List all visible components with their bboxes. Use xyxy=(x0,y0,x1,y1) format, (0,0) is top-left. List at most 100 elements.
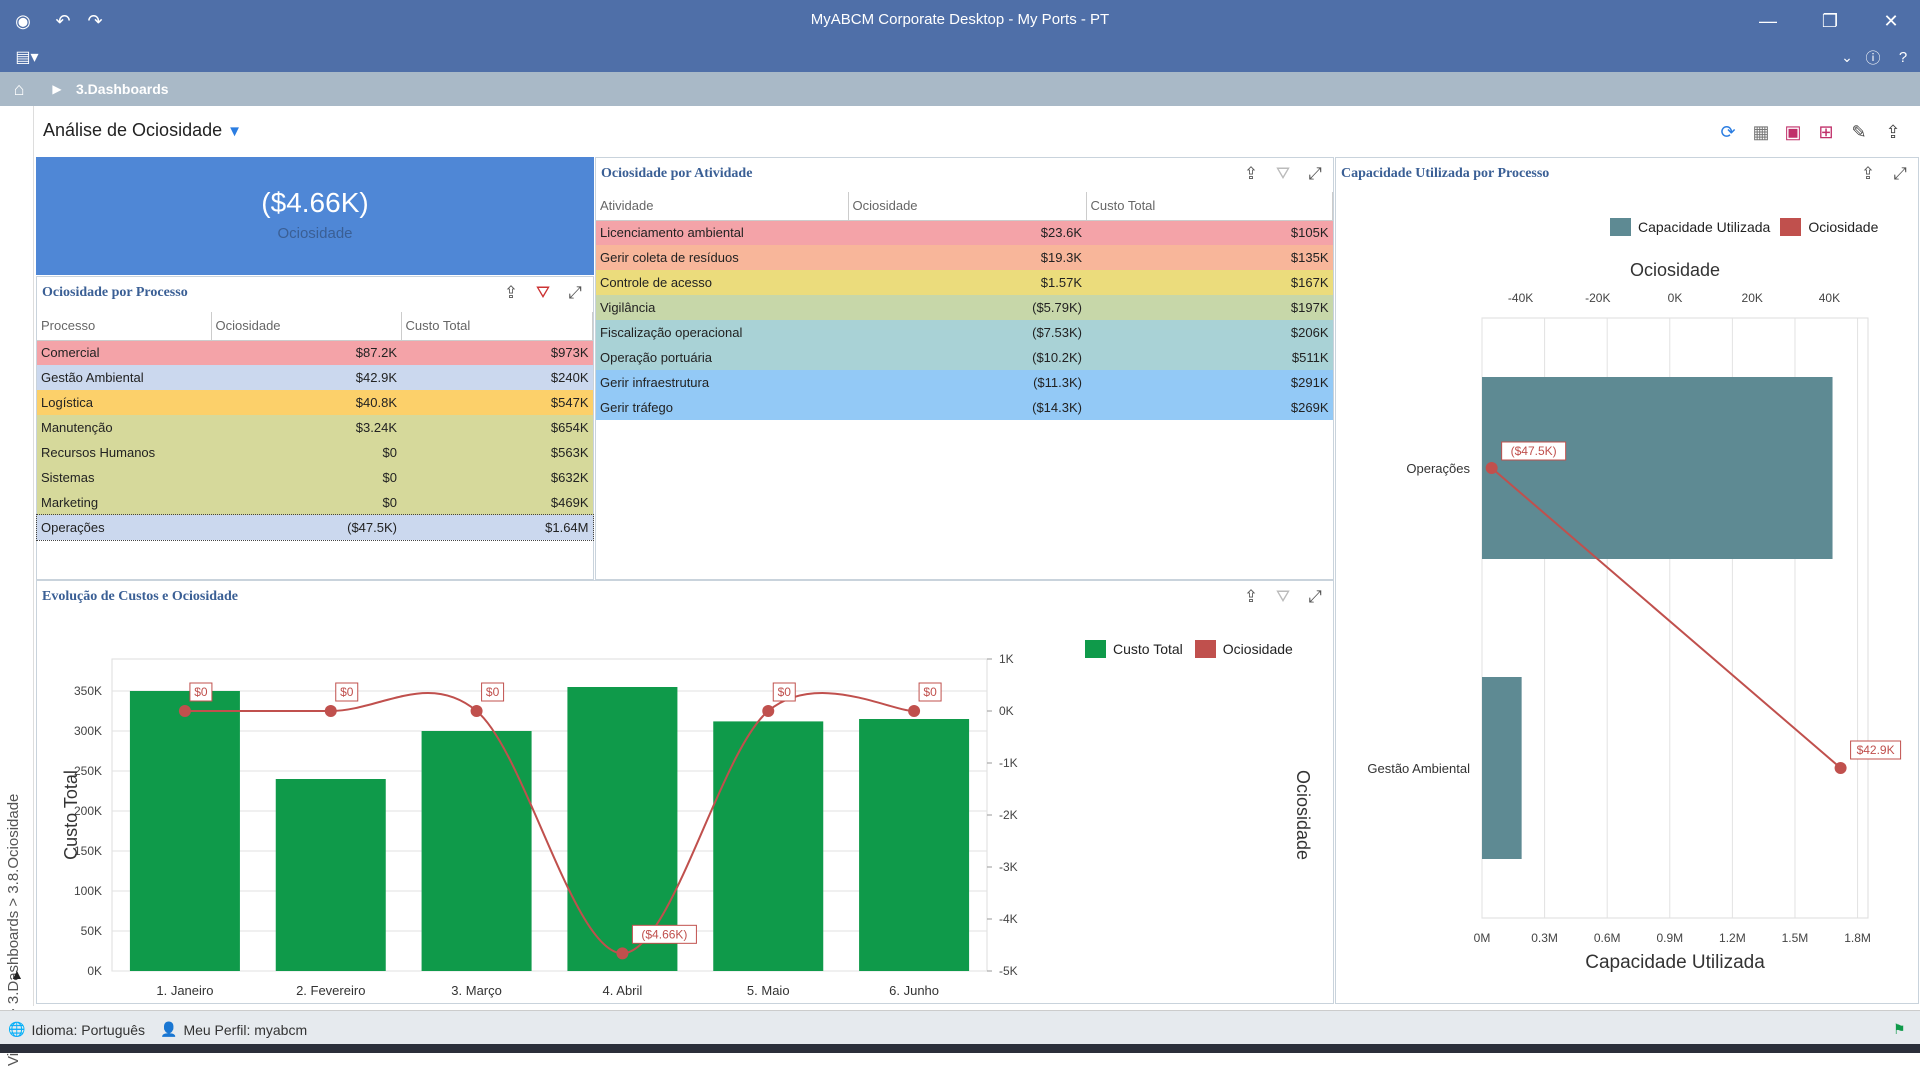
column-header[interactable]: Custo Total xyxy=(401,312,593,341)
legend-swatch xyxy=(1780,218,1802,236)
column-header[interactable]: Custo Total xyxy=(1086,192,1333,221)
table-row[interactable]: Manutenção $3.24K $654K xyxy=(37,415,593,440)
y-tick-label: Gestão Ambiental xyxy=(1367,761,1470,776)
refresh-icon[interactable]: ⟳ xyxy=(1720,121,1736,142)
x-tick-label: 1.5M xyxy=(1782,931,1809,945)
breadcrumb-item[interactable]: 3.Dashboards xyxy=(76,81,169,97)
x-tick-label: 0.6M xyxy=(1594,931,1621,945)
table-row[interactable]: Comercial $87.2K $973K xyxy=(37,340,593,365)
table-row[interactable]: Marketing $0 $469K xyxy=(37,490,593,515)
export-icon[interactable]: ⇪ xyxy=(1243,164,1259,183)
table-cell: $167K xyxy=(1290,275,1329,290)
x-tick-label: 0M xyxy=(1474,931,1491,945)
table-cell: Operação portuária xyxy=(600,350,713,365)
table-row[interactable]: Fiscalização operacional ($7.53K) $206K xyxy=(596,320,1333,345)
panel-title: Ociosidade por Atividade xyxy=(601,166,753,181)
table-row[interactable]: Licenciamento ambiental $23.6K $105K xyxy=(596,220,1333,245)
panel-title: Ociosidade por Processo xyxy=(42,285,188,300)
table-cell: $3.24K xyxy=(355,420,397,435)
table-cell: $1.64M xyxy=(545,520,589,535)
table-row[interactable]: Gerir infraestrutura ($11.3K) $291K xyxy=(596,370,1333,395)
undo-icon[interactable]: ↶ xyxy=(55,10,71,31)
export-icon[interactable]: ⇪ xyxy=(1243,587,1259,606)
table-cell: $291K xyxy=(1290,375,1329,390)
x-tick-label: 4. Abril xyxy=(603,983,643,998)
data-label: $0 xyxy=(778,685,792,699)
data-label-box xyxy=(481,682,505,702)
grid-icon[interactable]: ▦ xyxy=(1752,121,1770,142)
export-icon[interactable]: ⇪ xyxy=(1885,121,1901,142)
table-cell: ($47.5K) xyxy=(347,520,397,535)
filter-icon[interactable]: ⛛ xyxy=(1275,164,1291,183)
table-row[interactable]: Recursos Humanos $0 $563K xyxy=(37,440,593,465)
clear-filter-icon[interactable]: ⛛ xyxy=(535,283,551,302)
restore-icon[interactable]: ❐ xyxy=(1821,10,1839,31)
maximize-icon[interactable]: ⤢ xyxy=(1308,587,1322,606)
y2-tick-label: -2K xyxy=(999,808,1018,822)
table-cell: $40.8K xyxy=(355,395,397,410)
data-point xyxy=(470,705,483,717)
bar xyxy=(859,719,970,971)
table-cell: $632K xyxy=(550,470,589,485)
table-row[interactable]: Logística $40.8K $547K xyxy=(37,390,593,415)
save-as-icon[interactable]: ⊞ xyxy=(1818,121,1834,142)
y2-tick-label: 1K xyxy=(999,652,1014,666)
table-row[interactable]: Controle de acesso $1.57K $167K xyxy=(596,270,1333,295)
flag-icon[interactable]: ⚑ xyxy=(1893,1021,1906,1037)
language-status[interactable]: 🌐 Idioma: Português xyxy=(8,1021,146,1038)
save-icon[interactable]: ▣ xyxy=(1784,121,1802,142)
table-cell: $19.3K xyxy=(1040,250,1082,265)
help-icon[interactable]: ? xyxy=(1898,48,1908,66)
maximize-icon[interactable]: ⤢ xyxy=(1893,164,1907,183)
table-row[interactable]: Gerir tráfego ($14.3K) $269K xyxy=(596,395,1333,420)
table-cell: $0 xyxy=(382,470,397,485)
profile-status[interactable]: 👤 Meu Perfil: myabcm xyxy=(160,1021,308,1038)
table-cell: Licenciamento ambiental xyxy=(600,225,744,241)
column-header[interactable]: Processo xyxy=(37,312,212,341)
export-icon[interactable]: ⇪ xyxy=(1860,164,1876,183)
table-row[interactable]: Operações ($47.5K) $1.64M xyxy=(36,514,594,541)
processo-panel: Ociosidade por Processo ⇪ ⛛ ⤢ Processo O… xyxy=(36,276,594,580)
title-bar: ◉ ↶ ↷ MyABCM Corporate Desktop - My Port… xyxy=(0,0,1920,42)
table-row[interactable]: Vigilância ($5.79K) $197K xyxy=(596,295,1333,320)
filter-icon[interactable]: ⛛ xyxy=(1275,587,1291,606)
plot-area xyxy=(111,658,988,972)
table-cell: ($10.2K) xyxy=(1032,350,1082,365)
maximize-icon[interactable]: ⤢ xyxy=(1308,164,1322,183)
table-row[interactable]: Operação portuária ($10.2K) $511K xyxy=(596,345,1333,370)
column-header[interactable]: Ociosidade xyxy=(848,192,1087,221)
export-icon[interactable]: ⇪ xyxy=(503,283,519,302)
table-cell: Gerir tráfego xyxy=(600,400,673,415)
redo-icon[interactable]: ↷ xyxy=(87,10,103,31)
processo-table: Processo Ociosidade Custo Total Comercia… xyxy=(36,312,594,541)
column-header[interactable]: Ociosidade xyxy=(211,312,402,341)
table-cell: $87.2K xyxy=(355,345,397,361)
kpi-card[interactable]: ($4.66K) Ociosidade xyxy=(36,157,594,275)
minimize-icon[interactable]: — xyxy=(1759,10,1777,31)
close-icon[interactable]: ✕ xyxy=(1883,10,1899,31)
table-row[interactable]: Sistemas $0 $632K xyxy=(37,465,593,490)
kpi-value: ($4.66K) xyxy=(261,187,369,218)
y-tick-label: 350K xyxy=(74,684,102,698)
y-tick-label: 0K xyxy=(87,964,102,978)
info-icon[interactable]: ⓘ xyxy=(1865,49,1881,67)
table-row[interactable]: Gerir coleta de resíduos $19.3K $135K xyxy=(596,245,1333,270)
collapse-icon[interactable]: ▲ xyxy=(10,966,24,982)
filter-icon[interactable]: ▼ xyxy=(227,123,242,140)
x-tick-label: 1.8M xyxy=(1844,931,1871,945)
edit-icon[interactable]: ✎ xyxy=(1851,121,1867,142)
column-header[interactable]: Atividade xyxy=(596,192,849,221)
panel-toggle-icon[interactable]: ▤▾ xyxy=(15,49,39,66)
side-strip: Visões > 3.Dashboards > 3.8.Ociosidade ▲ xyxy=(0,106,34,1066)
table-cell: ($7.53K) xyxy=(1032,325,1082,340)
x2-tick-label: 20K xyxy=(1742,291,1763,305)
chevron-down-icon[interactable]: ⌄ xyxy=(1841,48,1853,65)
table-cell: $1.57K xyxy=(1040,275,1082,290)
table-row[interactable]: Gestão Ambiental $42.9K $240K xyxy=(37,365,593,390)
maximize-icon[interactable]: ⤢ xyxy=(568,283,582,302)
table-cell: $469K xyxy=(550,495,589,510)
data-label: $0 xyxy=(486,685,500,699)
home-icon[interactable]: ⌂ xyxy=(13,78,25,99)
table-cell: ($11.3K) xyxy=(1033,375,1082,390)
y-tick-label: 100K xyxy=(74,884,102,898)
